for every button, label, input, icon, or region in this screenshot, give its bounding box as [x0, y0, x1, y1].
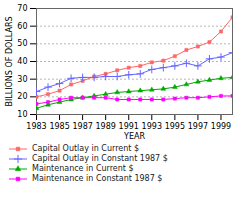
svg-text:30: 30 — [17, 75, 27, 84]
svg-text:1991: 1991 — [119, 122, 139, 131]
svg-text:1987: 1987 — [72, 122, 92, 131]
svg-text:YEAR: YEAR — [123, 132, 145, 141]
svg-text:10: 10 — [17, 110, 27, 119]
svg-text:1989: 1989 — [95, 122, 115, 131]
svg-text:BILLIONS OF DOLLARS: BILLIONS OF DOLLARS — [5, 16, 14, 106]
svg-text:20: 20 — [17, 92, 27, 101]
svg-text:1999: 1999 — [211, 122, 231, 131]
html-text:Maintenance in Current $: Maintenance in Current $ — [32, 164, 134, 173]
svg-text:40: 40 — [17, 57, 27, 66]
svg-text:1993: 1993 — [142, 122, 162, 131]
svg-text:60: 60 — [17, 22, 27, 31]
svg-text:1983: 1983 — [26, 122, 46, 131]
svg-text:50: 50 — [17, 39, 27, 48]
svg-text:70: 70 — [17, 4, 27, 13]
html-text:Capital Outlay in Constant 198: Capital Outlay in Constant 1987 $ — [32, 154, 168, 163]
svg-text:1995: 1995 — [165, 122, 185, 131]
html-text:Maintenance in Constant 1987 $: Maintenance in Constant 1987 $ — [32, 174, 163, 183]
html-text:Capital Outlay in Current $: Capital Outlay in Current $ — [32, 144, 139, 153]
svg-text:1985: 1985 — [49, 122, 69, 131]
svg-text:1997: 1997 — [188, 122, 208, 131]
